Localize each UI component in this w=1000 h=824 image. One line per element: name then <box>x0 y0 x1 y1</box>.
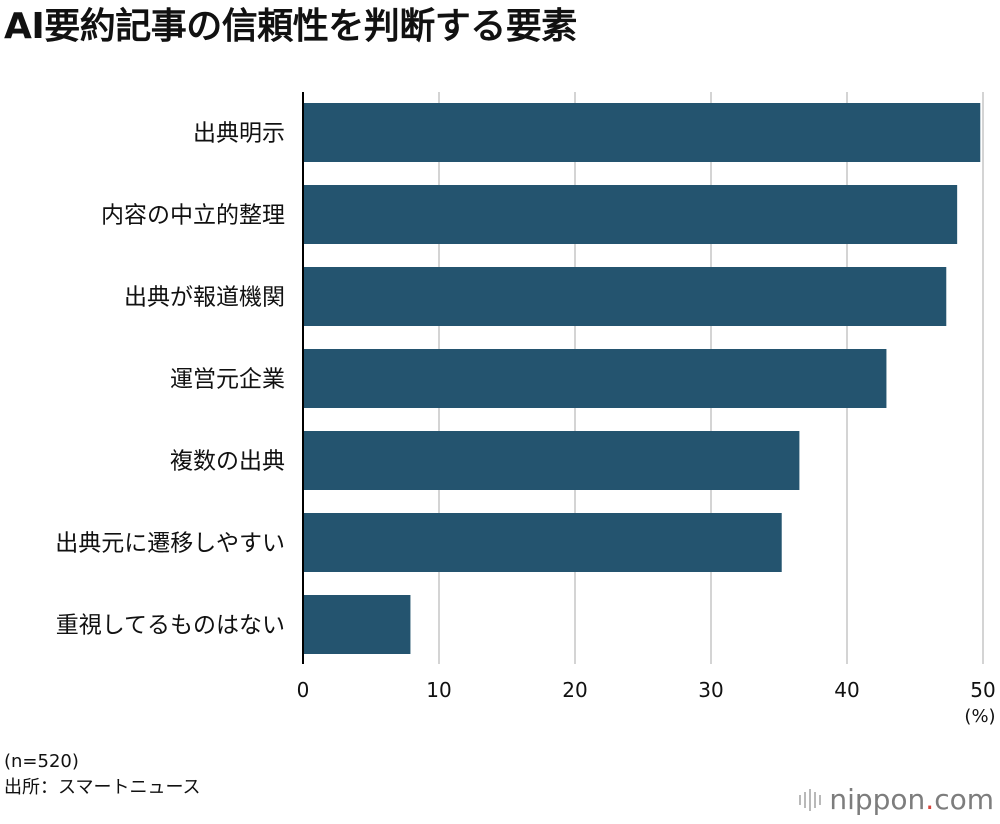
x-axis-unit: (%) <box>964 706 995 727</box>
logo-wordmark: nippon.com <box>829 783 994 816</box>
category-label: 運営元企業 <box>170 367 285 393</box>
category-label: 出典明示 <box>193 121 285 147</box>
x-tick-label: 30 <box>698 678 723 702</box>
bar <box>303 431 800 490</box>
chart-title: AI要約記事の信頼性を判断する要素 <box>4 6 577 47</box>
x-tick-label: 20 <box>562 678 587 702</box>
x-tick-label: 40 <box>834 678 859 702</box>
nippon-logo: nippon.com <box>799 783 994 816</box>
category-label: 内容の中立的整理 <box>101 203 285 229</box>
bar <box>303 267 947 326</box>
x-tick-label: 0 <box>297 678 310 702</box>
category-label: 出典元に遷移しやすい <box>55 531 285 557</box>
category-label: 複数の出典 <box>170 449 285 475</box>
logo-mark-icon <box>799 788 822 811</box>
source-note: 出所：スマートニュース <box>4 777 201 798</box>
category-label: 出典が報道機関 <box>124 285 285 311</box>
category-label: 重視してるものはない <box>56 613 285 639</box>
sample-size-note: (n=520) <box>4 751 79 772</box>
bar <box>303 103 981 162</box>
bar <box>303 185 958 244</box>
bar <box>303 595 411 654</box>
bar <box>303 513 782 572</box>
bar <box>303 349 887 408</box>
x-tick-label: 50 <box>970 678 995 702</box>
x-tick-label: 10 <box>426 678 451 702</box>
